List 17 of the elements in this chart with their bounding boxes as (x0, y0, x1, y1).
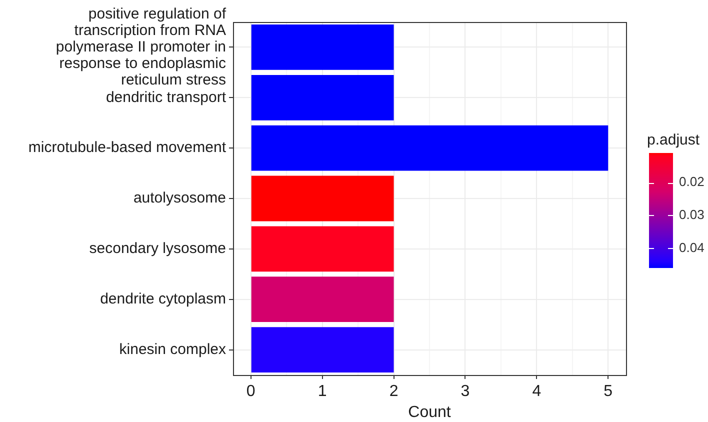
x-tick-label: 0 (246, 383, 256, 400)
y-tick-label: microtubule-based movement (28, 139, 227, 156)
y-tick-label: dendrite cytoplasm (100, 290, 226, 308)
y-tick-label: dendritic transport (106, 88, 227, 106)
y-tick-label: secondary lysosome (89, 240, 226, 258)
color-bar-label: 0.04 (679, 240, 704, 255)
color-bar-title: p.adjust (647, 132, 700, 149)
x-tick-label: 4 (532, 383, 542, 400)
x-tick-label: 2 (389, 383, 398, 400)
x-tick-label: 5 (604, 383, 613, 400)
x-axis-title: Count (408, 404, 452, 421)
x-tick-label: 1 (318, 383, 327, 400)
y-tick-label: autolysosome (133, 190, 226, 207)
x-tick-label: 3 (460, 383, 470, 400)
y-tick-label: kinesin complex (119, 340, 226, 358)
color-bar-label: 0.03 (679, 207, 704, 222)
color-bar-label: 0.02 (679, 174, 704, 190)
